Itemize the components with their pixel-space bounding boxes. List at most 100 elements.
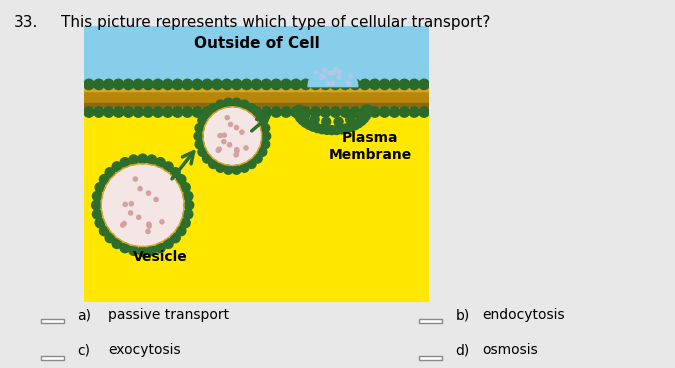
Circle shape <box>370 107 380 117</box>
Text: exocytosis: exocytosis <box>108 343 181 357</box>
Circle shape <box>261 79 271 89</box>
Circle shape <box>138 154 147 164</box>
Circle shape <box>304 120 314 129</box>
Circle shape <box>330 79 340 89</box>
Circle shape <box>234 153 238 157</box>
Circle shape <box>247 104 256 113</box>
Circle shape <box>300 107 311 117</box>
Circle shape <box>322 117 331 126</box>
Circle shape <box>143 107 153 117</box>
Circle shape <box>138 187 142 191</box>
Circle shape <box>103 79 114 89</box>
Circle shape <box>370 79 380 89</box>
Circle shape <box>202 107 213 117</box>
Circle shape <box>112 239 122 248</box>
Circle shape <box>300 79 311 89</box>
Circle shape <box>232 98 241 107</box>
Circle shape <box>160 220 164 224</box>
Text: endocytosis: endocytosis <box>483 308 565 322</box>
Circle shape <box>363 105 373 114</box>
Circle shape <box>216 163 225 172</box>
FancyBboxPatch shape <box>40 355 64 360</box>
Bar <box>84 86 429 91</box>
Circle shape <box>399 79 410 89</box>
Circle shape <box>298 116 307 125</box>
Circle shape <box>163 239 173 248</box>
Circle shape <box>182 79 192 89</box>
Circle shape <box>350 107 360 117</box>
FancyBboxPatch shape <box>418 355 442 360</box>
Circle shape <box>240 130 244 134</box>
Circle shape <box>113 107 124 117</box>
Circle shape <box>346 115 354 124</box>
Circle shape <box>337 75 341 79</box>
Circle shape <box>224 98 233 107</box>
Circle shape <box>180 183 190 192</box>
Circle shape <box>315 70 318 74</box>
Circle shape <box>321 79 331 89</box>
Circle shape <box>180 218 190 228</box>
Circle shape <box>332 125 342 134</box>
Circle shape <box>184 200 194 210</box>
Text: osmosis: osmosis <box>483 343 539 357</box>
Circle shape <box>163 79 173 89</box>
Circle shape <box>92 200 101 210</box>
Circle shape <box>399 107 410 117</box>
Circle shape <box>129 155 138 164</box>
Circle shape <box>240 163 249 172</box>
Bar <box>84 103 429 107</box>
Circle shape <box>346 81 350 84</box>
Circle shape <box>317 125 327 134</box>
Circle shape <box>355 111 364 120</box>
Circle shape <box>195 124 204 132</box>
Circle shape <box>120 243 130 253</box>
Circle shape <box>222 79 232 89</box>
Circle shape <box>328 71 332 75</box>
Circle shape <box>99 175 109 184</box>
Circle shape <box>294 110 303 119</box>
Circle shape <box>313 124 322 132</box>
Circle shape <box>103 107 114 117</box>
Circle shape <box>228 123 233 127</box>
Circle shape <box>334 117 343 126</box>
Circle shape <box>146 191 151 195</box>
Text: This picture represents which type of cellular transport?: This picture represents which type of ce… <box>61 15 490 29</box>
Circle shape <box>138 247 147 256</box>
Circle shape <box>198 148 207 156</box>
Bar <box>84 26 429 95</box>
Circle shape <box>262 132 271 141</box>
Circle shape <box>330 107 340 117</box>
Circle shape <box>195 140 204 149</box>
Circle shape <box>419 107 429 117</box>
Circle shape <box>419 79 429 89</box>
Circle shape <box>323 68 326 72</box>
Circle shape <box>389 79 400 89</box>
Circle shape <box>133 177 138 181</box>
Circle shape <box>105 233 115 243</box>
Circle shape <box>183 191 193 201</box>
Circle shape <box>235 149 239 153</box>
Circle shape <box>389 107 400 117</box>
Circle shape <box>294 105 304 114</box>
Circle shape <box>253 154 262 163</box>
Text: passive transport: passive transport <box>108 308 229 322</box>
Circle shape <box>291 79 301 89</box>
Circle shape <box>232 165 241 174</box>
Circle shape <box>247 159 256 169</box>
Circle shape <box>362 111 371 120</box>
Circle shape <box>327 125 336 135</box>
Circle shape <box>173 79 183 89</box>
Circle shape <box>271 79 281 89</box>
Circle shape <box>192 79 202 89</box>
Circle shape <box>163 162 173 171</box>
Circle shape <box>209 104 217 113</box>
Circle shape <box>349 74 352 78</box>
Circle shape <box>300 111 310 120</box>
Circle shape <box>95 218 105 228</box>
Circle shape <box>216 100 225 109</box>
Circle shape <box>84 107 94 117</box>
Circle shape <box>232 107 242 117</box>
Circle shape <box>251 79 262 89</box>
Circle shape <box>409 107 419 117</box>
Circle shape <box>350 121 359 130</box>
